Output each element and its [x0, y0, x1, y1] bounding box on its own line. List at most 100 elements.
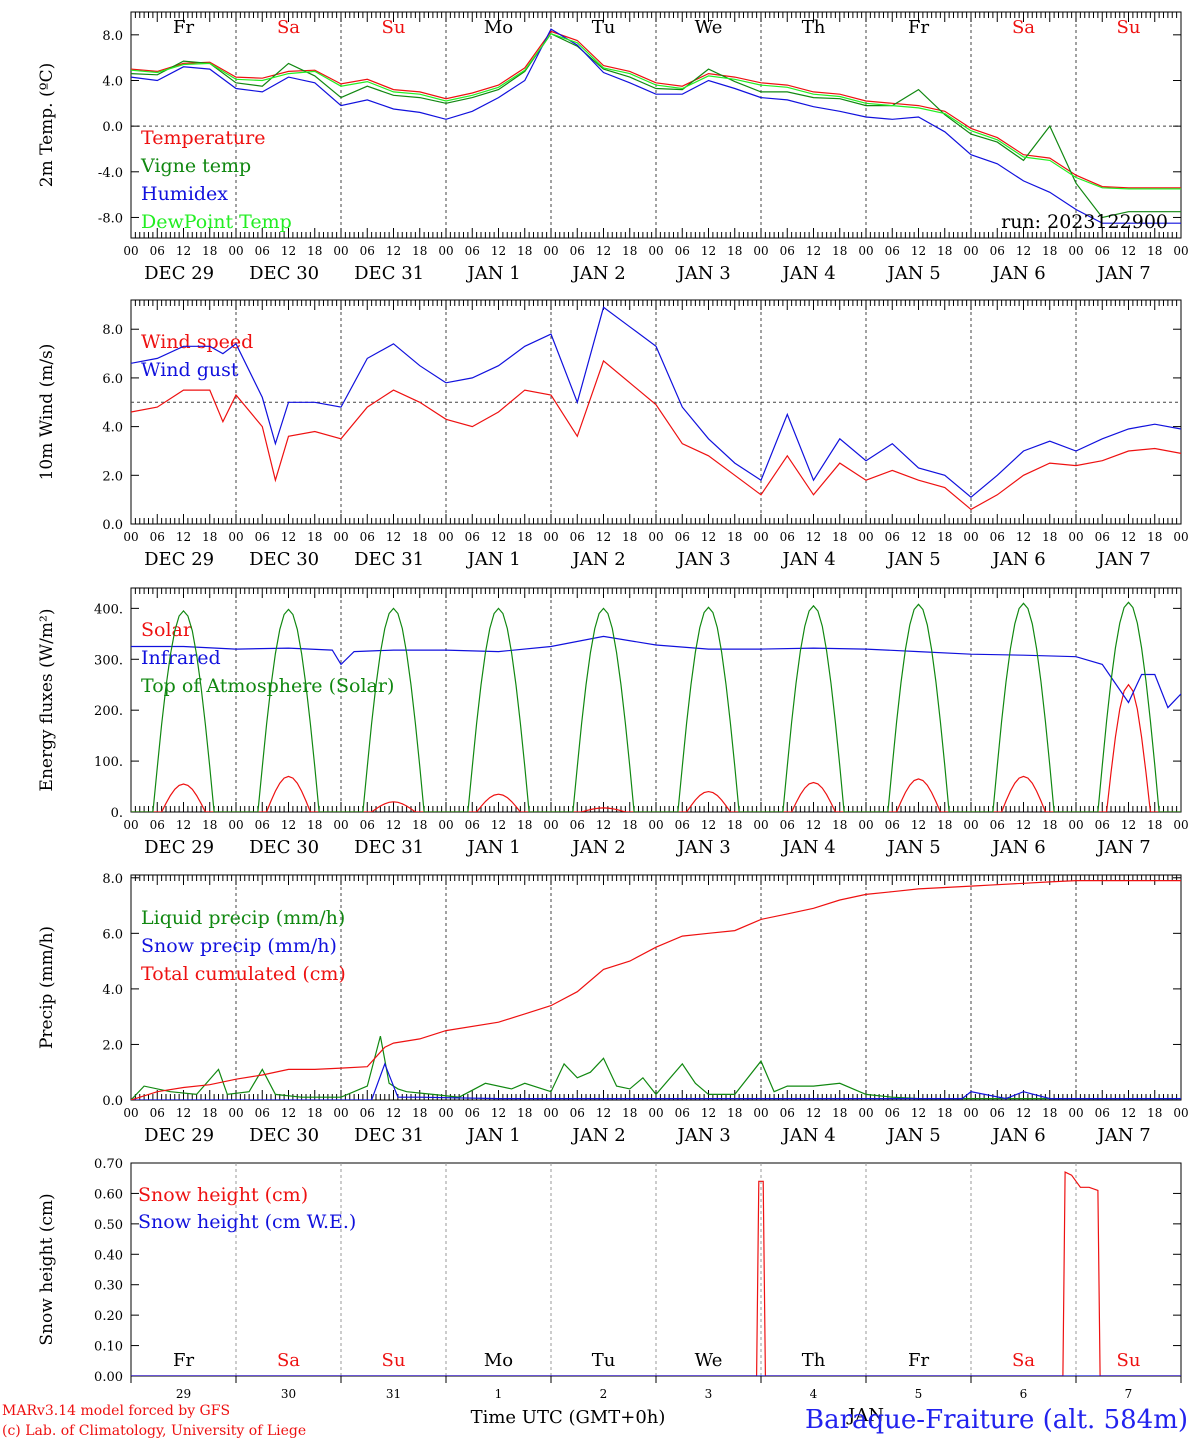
series-line-snow-height-cm-: [131, 1171, 1181, 1376]
station-label: Baraque-Fraiture (alt. 584m): [805, 1405, 1188, 1435]
series-line-wind-speed: [131, 359, 1181, 511]
hour-label: 06: [675, 1106, 690, 1120]
day-label-bottom: Fr: [173, 1350, 194, 1371]
day-label-top: We: [695, 17, 723, 38]
date-label: JAN 4: [781, 1125, 836, 1146]
hour-label: 06: [780, 1106, 795, 1120]
hour-label: 00: [228, 530, 243, 544]
hour-label: 18: [412, 1106, 427, 1120]
date-label: JAN 3: [676, 837, 731, 858]
hour-label: 18: [517, 1106, 532, 1120]
hour-label: 18: [1042, 244, 1057, 258]
hour-label: 18: [1147, 1106, 1162, 1120]
date-label: JAN 5: [886, 549, 941, 570]
y-tick-label: 0.0: [102, 1094, 123, 1109]
hour-label: 12: [701, 818, 716, 832]
y-tick-label: 8.0: [102, 323, 123, 338]
hour-label: 00: [858, 818, 873, 832]
hour-label: 12: [386, 1106, 401, 1120]
panel-1: 8.0 4.0 0.0 -4.0 -8.0 2m Temp. (ºC) 00 06 12 18 DE…: [37, 11, 1189, 284]
hour-label: 06: [465, 244, 480, 258]
hour-label: 18: [1147, 244, 1162, 258]
hour-label: 06: [780, 530, 795, 544]
hour-label: 06: [780, 818, 795, 832]
hour-label: 12: [1121, 818, 1136, 832]
footer-lab: (c) Lab. of Climatology, University of L…: [2, 1423, 306, 1439]
hour-label: 12: [1016, 1106, 1031, 1120]
hour-label: 12: [701, 530, 716, 544]
hour-label: 00: [753, 530, 768, 544]
series-line-humidex: [131, 28, 1181, 224]
day-label-bottom: We: [695, 1350, 723, 1371]
hour-label: 18: [832, 244, 847, 258]
hour-label: 12: [1016, 244, 1031, 258]
date-label: JAN 5: [886, 837, 941, 858]
hour-label: 12: [596, 530, 611, 544]
hour-label: 00: [1173, 818, 1188, 832]
series-line-total-cumulated-cm-: [131, 880, 1181, 1100]
day-number: 1: [495, 1387, 503, 1401]
hour-label: 12: [491, 1106, 506, 1120]
hour-label: 06: [360, 244, 375, 258]
legend-entry: Top of Atmosphere (Solar): [141, 675, 394, 697]
hour-label: 06: [780, 244, 795, 258]
hour-label: 06: [1095, 1106, 1110, 1120]
hour-label: 18: [1147, 818, 1162, 832]
hour-label: 06: [990, 244, 1005, 258]
day-label-bottom: Tu: [592, 1350, 616, 1371]
date-label: JAN 1: [466, 263, 521, 284]
hour-label: 00: [438, 530, 453, 544]
hour-label: 00: [228, 244, 243, 258]
date-label: DEC 29: [144, 549, 214, 570]
day-number: 5: [915, 1387, 923, 1401]
hour-label: 18: [202, 818, 217, 832]
y-tick-label: 2.0: [102, 1038, 123, 1053]
hour-label: 18: [622, 244, 637, 258]
hour-label: 06: [1095, 244, 1110, 258]
hour-label: 00: [1173, 244, 1188, 258]
day-label-top: Tu: [592, 17, 616, 38]
legend-entry: Wind speed: [141, 331, 253, 353]
day-number: 29: [176, 1387, 191, 1401]
date-label: JAN 7: [1096, 837, 1151, 858]
date-label: DEC 30: [249, 1125, 319, 1146]
hour-label: 00: [333, 244, 348, 258]
hour-label: 06: [150, 1106, 165, 1120]
hour-label: 12: [281, 530, 296, 544]
legend-entry: Wind gust: [141, 359, 239, 381]
hour-label: 00: [543, 818, 558, 832]
hour-label: 00: [1173, 530, 1188, 544]
y-axis-label: 2m Temp. (ºC): [37, 63, 57, 188]
hour-label: 18: [832, 818, 847, 832]
hour-label: 12: [176, 530, 191, 544]
hour-label: 06: [150, 818, 165, 832]
hour-label: 18: [517, 818, 532, 832]
date-label: JAN 4: [781, 837, 836, 858]
legend-entry: DewPoint Temp: [141, 211, 292, 233]
hour-label: 06: [885, 818, 900, 832]
hour-label: 12: [911, 530, 926, 544]
y-tick-label: 8.0: [102, 872, 123, 887]
hour-label: 18: [307, 818, 322, 832]
hour-label: 12: [491, 244, 506, 258]
y-tick-label: 0.40: [94, 1248, 123, 1263]
hour-label: 12: [176, 818, 191, 832]
hour-label: 06: [570, 530, 585, 544]
y-axis-label: Precip (mm/h): [37, 926, 57, 1049]
day-label-top: Su: [382, 17, 406, 38]
day-label-top: Mo: [484, 17, 513, 38]
hour-label: 18: [517, 244, 532, 258]
y-tick-label: -8.0: [98, 211, 123, 226]
hour-label: 12: [701, 1106, 716, 1120]
date-label: JAN 6: [991, 263, 1046, 284]
y-tick-label: 4.0: [102, 983, 123, 998]
day-number: 4: [810, 1387, 818, 1401]
plot-frame: [130, 299, 1182, 525]
hour-label: 00: [648, 1106, 663, 1120]
day-number: 2: [600, 1387, 608, 1401]
hour-label: 18: [412, 818, 427, 832]
day-label-bottom: Fr: [908, 1350, 929, 1371]
hour-label: 06: [150, 244, 165, 258]
hour-label: 18: [832, 530, 847, 544]
legend-entry: Liquid precip (mm/h): [141, 907, 345, 929]
